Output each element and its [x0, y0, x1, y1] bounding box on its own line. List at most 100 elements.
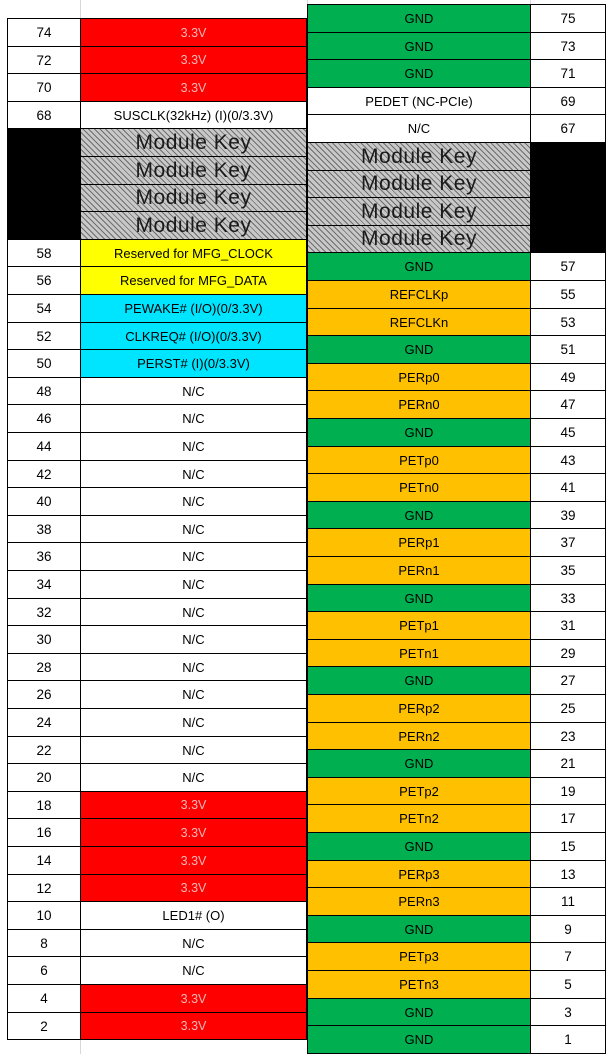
right-pin-number: 55: [530, 280, 606, 309]
right-pin-number-text: 19: [560, 783, 576, 799]
left-pin-number: 72: [7, 46, 81, 74]
left-pin-signal-text: LED1# (O): [162, 908, 225, 923]
left-pin-signal: N/C: [80, 625, 307, 654]
right-pin-number: 67: [530, 114, 606, 143]
left-pin-number: 20: [7, 763, 81, 792]
right-pin-signal-text: PERn1: [398, 563, 440, 578]
right-pin-number: 49: [530, 363, 606, 391]
left-pin-number-text: 26: [36, 687, 52, 702]
left-pin-signal-text: Reserved for MFG_DATA: [120, 273, 267, 288]
right-module-key: Module Key: [307, 225, 531, 253]
right-pin-number: 37: [530, 528, 606, 557]
left-pin-signal-text: 3.3V: [180, 25, 207, 40]
left-pin-number-text: 72: [36, 52, 52, 68]
left-pin-number-text: 18: [36, 797, 52, 813]
left-pin-signal-text: N/C: [182, 715, 205, 730]
left-pin-number-text: 14: [36, 853, 52, 868]
right-pin-signal: PETp3: [307, 942, 531, 971]
left-pin-signal: N/C: [80, 736, 307, 764]
left-pin-signal-text: N/C: [182, 439, 205, 454]
right-pin-signal: PETn0: [307, 473, 531, 502]
right-pin-signal-text: PERn3: [398, 894, 440, 909]
right-pin-signal: PERp0: [307, 363, 531, 391]
left-pin-number-text: 16: [36, 825, 52, 840]
left-pin-signal: N/C: [80, 432, 307, 461]
left-pin-signal-text: N/C: [182, 549, 205, 564]
left-pin-number-text: 74: [36, 25, 52, 40]
left-pin-signal: N/C: [80, 542, 307, 571]
right-pin-signal: PERn1: [307, 556, 531, 585]
right-pin-signal-text: PETp0: [399, 452, 439, 468]
left-pin-number-text: 68: [36, 107, 52, 123]
right-module-key-text: Module Key: [361, 227, 477, 250]
left-module-key: Module Key: [80, 128, 307, 157]
right-pin-signal: GND: [307, 32, 531, 60]
left-pin-signal: 3.3V: [80, 874, 307, 902]
left-pin-number: 44: [7, 432, 81, 461]
left-pin-signal-text: SUSCLK(32kHz) (I)(0/3.3V): [113, 107, 274, 123]
right-pin-number-text: 7: [564, 949, 572, 964]
left-pin-signal: 3.3V: [80, 18, 307, 47]
right-pin-number-text: 1: [564, 1032, 572, 1047]
left-key-block: [7, 184, 81, 212]
right-module-key: Module Key: [307, 197, 531, 226]
right-pin-number: 35: [530, 556, 606, 585]
left-pin-signal-text: N/C: [182, 632, 205, 647]
left-module-key: Module Key: [80, 156, 307, 185]
right-pin-number: 69: [530, 87, 606, 115]
left-pin-signal-text: N/C: [182, 577, 205, 592]
left-pin-number-text: 46: [36, 411, 52, 426]
left-pin-number-text: 20: [36, 770, 52, 785]
left-pin-number: 24: [7, 708, 81, 737]
left-pin-signal: 3.3V: [80, 818, 307, 847]
right-pin-signal-text: PETp1: [399, 618, 439, 633]
right-pin-number: 39: [530, 501, 606, 529]
right-pin-signal: PERp3: [307, 860, 531, 888]
left-pin-number: 40: [7, 487, 81, 516]
right-pin-signal: GND: [307, 584, 531, 612]
left-pin-signal: PERST# (I)(0/3.3V): [80, 349, 307, 378]
left-pin-number-text: 36: [36, 549, 52, 564]
right-pin-number-text: 31: [560, 618, 576, 633]
left-pin-signal: LED1# (O): [80, 901, 307, 930]
right-pin-number: 47: [530, 390, 606, 419]
left-pin-signal: 3.3V: [80, 46, 307, 74]
right-pin-signal: GND: [307, 252, 531, 281]
right-pin-number: 27: [530, 666, 606, 695]
right-pin-number: 53: [530, 308, 606, 336]
right-pin-number: 23: [530, 722, 606, 750]
right-pin-signal: GND: [307, 335, 531, 364]
left-pin-number-text: 28: [36, 659, 52, 675]
right-pin-signal: N/C: [307, 114, 531, 143]
left-pin-number: 12: [7, 874, 81, 902]
left-pin-number: 70: [7, 73, 81, 102]
right-pin-number: 13: [530, 860, 606, 888]
right-pin-number-text: 55: [560, 287, 576, 302]
right-pin-signal-text: PETn1: [399, 645, 439, 661]
right-pin-signal-text: GND: [404, 673, 434, 688]
left-pin-signal-text: 3.3V: [180, 1019, 207, 1033]
right-pin-signal-text: GND: [404, 756, 434, 771]
right-pin-signal-text: PETp3: [399, 949, 439, 964]
right-pin-signal-text: PETn2: [399, 811, 439, 826]
left-pin-number: 50: [7, 349, 81, 378]
left-pin-signal: N/C: [80, 570, 307, 599]
right-pin-number: 45: [530, 418, 606, 447]
right-pin-signal-text: N/C: [407, 121, 431, 136]
left-pin-signal: CLKREQ# (I/O)(0/3.3V): [80, 322, 307, 350]
right-pin-number: 17: [530, 804, 606, 833]
right-pin-signal: PERn2: [307, 722, 531, 750]
left-pin-signal-text: CLKREQ# (I/O)(0/3.3V): [125, 328, 262, 344]
left-pin-signal-text: Reserved for MFG_CLOCK: [114, 245, 273, 261]
left-pin-signal: 3.3V: [80, 73, 307, 102]
right-pin-number-text: 49: [560, 369, 576, 385]
left-pin-signal-text: N/C: [182, 494, 205, 509]
right-pin-number: 33: [530, 584, 606, 612]
right-pin-signal: PETn2: [307, 804, 531, 833]
left-pin-signal-text: N/C: [182, 935, 205, 951]
left-pin-signal-text: N/C: [182, 770, 205, 785]
left-pin-number-text: 10: [36, 908, 52, 923]
left-pin-number-text: 34: [36, 577, 52, 592]
left-key-block: [7, 211, 81, 240]
right-pin-signal: PERp1: [307, 528, 531, 557]
